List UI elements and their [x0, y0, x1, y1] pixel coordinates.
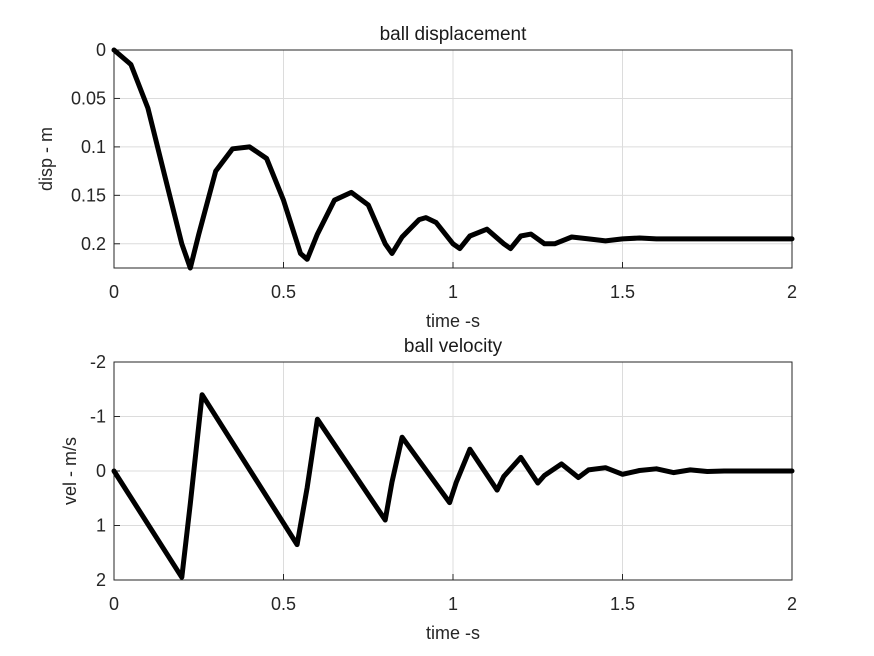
displacement-y-tick-label: 0.2 — [81, 234, 106, 254]
velocity-y-tick-label: -1 — [90, 407, 106, 427]
displacement-line — [111, 47, 795, 271]
displacement-y-tick-label: 0 — [96, 40, 106, 60]
velocity-x-tick-label: 2 — [787, 594, 797, 614]
displacement-title: ball displacement — [380, 24, 528, 45]
displacement-x-tick-label: 0.5 — [271, 282, 296, 302]
displacement-plot: 0 0.5 1 1.5 2 0 0.05 0.1 0.15 0.2 ball displaceme… — [36, 24, 797, 331]
velocity-y-tick-label: 2 — [96, 570, 106, 590]
velocity-x-tick-label: 1.5 — [610, 594, 635, 614]
displacement-x-tick-label: 1 — [448, 282, 458, 302]
velocity-y-tick-label: -2 — [90, 352, 106, 372]
displacement-x-tick-label: 2 — [787, 282, 797, 302]
displacement-y-tick-label: 0.05 — [71, 88, 106, 108]
velocity-x-tick-label: 1 — [448, 594, 458, 614]
displacement-y-tick-label: 0.15 — [71, 185, 106, 205]
velocity-plot: 0 0.5 1 1.5 2 -2 -1 0 1 2 ball velocity time -s v… — [60, 336, 797, 643]
velocity-y-tick-label: 1 — [96, 516, 106, 536]
displacement-y-tick-label: 0.1 — [81, 137, 106, 157]
velocity-title: ball velocity — [404, 336, 503, 357]
velocity-y-tick-label: 0 — [96, 461, 106, 481]
velocity-x-label: time -s — [426, 623, 480, 643]
displacement-x-label: time -s — [426, 311, 480, 331]
displacement-x-tick-label: 1.5 — [610, 282, 635, 302]
displacement-y-label: disp - m — [36, 127, 56, 191]
velocity-line — [111, 392, 795, 580]
velocity-y-label: vel - m/s — [60, 437, 80, 505]
displacement-x-tick-label: 0 — [109, 282, 119, 302]
velocity-x-tick-label: 0.5 — [271, 594, 296, 614]
velocity-x-tick-label: 0 — [109, 594, 119, 614]
